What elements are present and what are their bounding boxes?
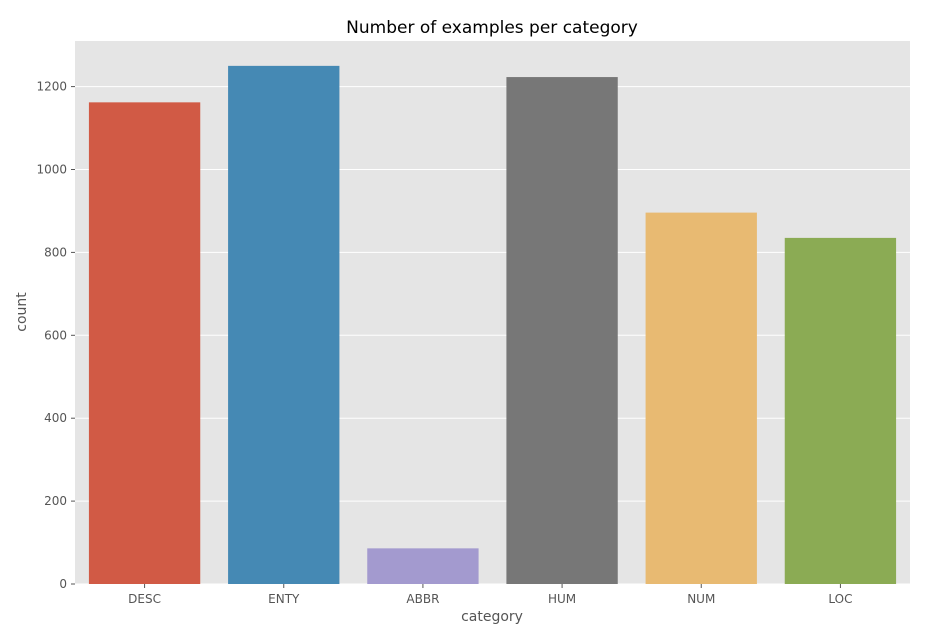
x-tick-label: ENTY [268,592,300,606]
y-tick-label: 400 [44,411,67,425]
ticks: 0 200 400 600 800 1000 1200 DESC ENTY ABBR HUM NUM L… [36,80,852,606]
bar-num [645,212,757,584]
x-tick-label: DESC [128,592,161,606]
y-tick-label: 1000 [36,162,67,176]
bar-desc [88,102,201,585]
bar-loc [784,237,897,584]
x-tick-label: NUM [687,592,715,606]
y-axis-label: count [14,292,30,332]
x-tick-label: HUM [548,592,576,606]
bar-hum [506,77,618,584]
x-tick-label: LOC [828,592,852,606]
y-tick-label: 800 [44,245,67,259]
y-tick-label: 0 [59,577,67,591]
x-tick-label: ABBR [406,592,439,606]
bars [88,65,897,585]
gridlines [75,86,910,585]
y-tick-label: 200 [44,494,67,508]
bar-enty [228,65,340,584]
x-axis-label: category [461,609,523,625]
y-tick-label: 600 [44,328,67,342]
bar-abbr [367,548,479,584]
plot-background [75,41,910,584]
y-tick-label: 1200 [36,80,67,94]
chart-title: Number of examples per category [346,18,638,38]
